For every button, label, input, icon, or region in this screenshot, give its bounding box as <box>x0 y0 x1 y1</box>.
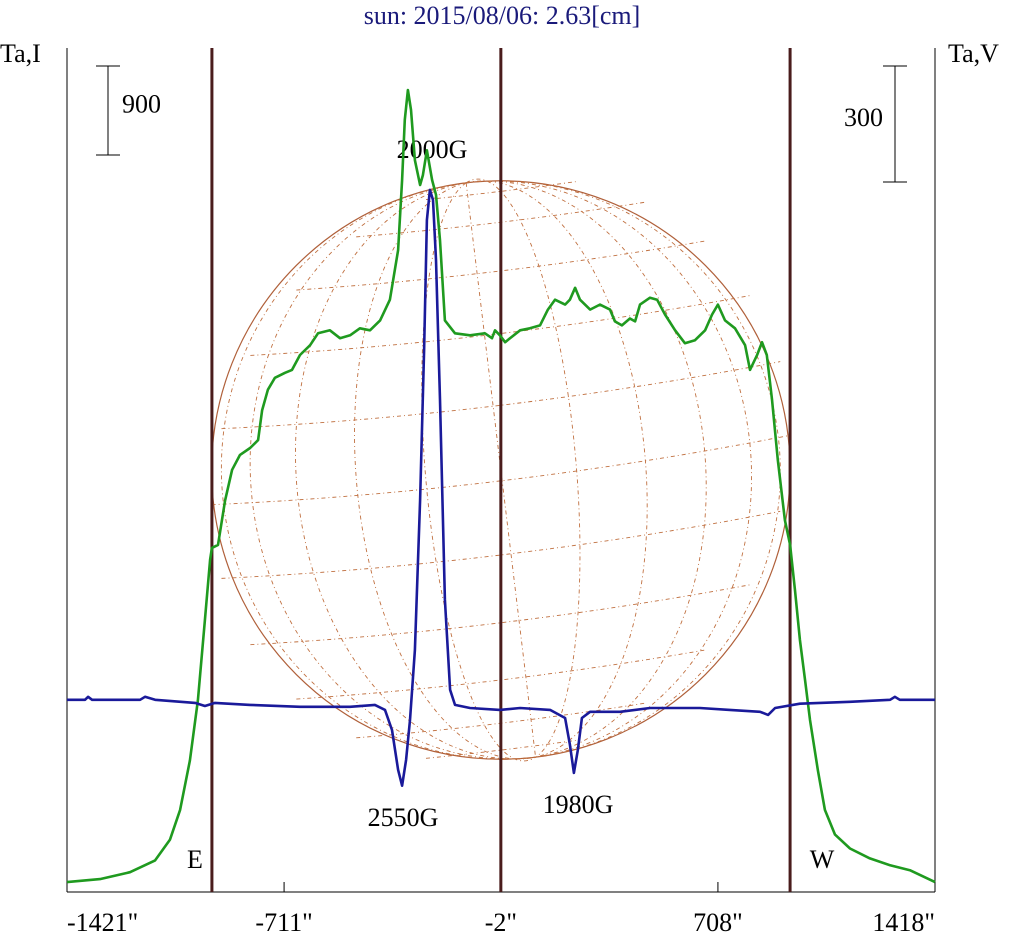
parallel <box>425 181 576 201</box>
y2-axis-label: Ta,V <box>948 39 999 68</box>
scale-bar-label: 300 <box>844 103 883 132</box>
parallel <box>221 510 781 579</box>
annotation: E <box>187 845 203 874</box>
meridian <box>295 182 536 760</box>
data-line <box>67 188 935 787</box>
meridian <box>466 180 781 758</box>
meridian <box>220 182 536 760</box>
x-tick-label: 1418" <box>872 908 935 937</box>
data-line <box>66 88 936 884</box>
parallel <box>250 584 752 646</box>
meridian <box>354 182 536 760</box>
x-tick-label: -2" <box>485 908 517 937</box>
x-tick-label: 708" <box>693 908 743 937</box>
annotation: W <box>810 845 835 874</box>
chart-title: sun: 2015/08/06: 2.63[cm] <box>364 1 641 30</box>
annotation: 2550G <box>368 803 439 832</box>
parallel <box>250 294 752 356</box>
x-tick-label: -711" <box>255 908 312 937</box>
annotation: 1980G <box>543 790 614 819</box>
parallel <box>425 739 576 759</box>
y-axis-label: Ta,I <box>0 39 41 68</box>
annotation: 2000G <box>397 135 468 164</box>
meridian <box>465 178 581 758</box>
scale-bar-label: 900 <box>122 89 161 118</box>
parallel <box>221 361 781 430</box>
meridian <box>466 180 753 758</box>
meridian <box>466 180 707 758</box>
meridian <box>466 180 648 758</box>
x-tick-label: -1421" <box>67 908 138 937</box>
meridian <box>421 182 536 762</box>
